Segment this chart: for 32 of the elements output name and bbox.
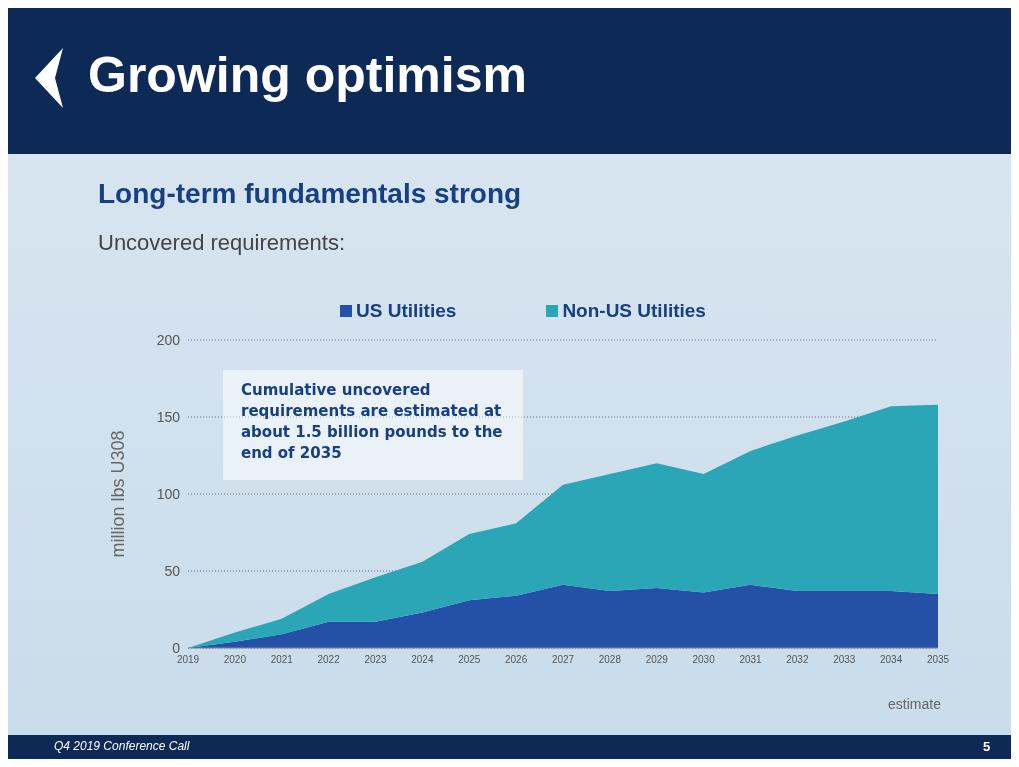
- legend-label: US Utilities: [355, 300, 457, 322]
- x-tick-label: 2024: [411, 654, 434, 666]
- chart-title: Growing optimism: [88, 46, 527, 104]
- text: estimate: [888, 696, 941, 712]
- text: Uncovered requirements:: [98, 230, 346, 256]
- x-tick-label: 2027: [551, 654, 575, 666]
- x-tick-label: 2029: [645, 654, 669, 666]
- x-tick-label: 2028: [598, 654, 622, 666]
- x-tick-label: 2023: [364, 654, 388, 666]
- x-tick-label: 2032: [786, 654, 809, 666]
- y-tick-label: 150: [156, 408, 181, 425]
- x-tick-label: 2022: [317, 654, 341, 666]
- x-tick-label: 2031: [739, 654, 763, 666]
- annotation: Cumulative uncovered requirements are estimated at about 1.5 billion pounds to the end of 2035: [240, 380, 504, 464]
- x-tick-label: 2030: [692, 654, 716, 666]
- y-axis-title: million lbs U308: [108, 430, 129, 558]
- x-tick-label: 2021: [270, 654, 294, 666]
- y-tick-label: 100: [156, 485, 181, 502]
- x-tick-label: 2034: [880, 654, 903, 666]
- x-tick-label: 2033: [833, 654, 856, 666]
- y-tick-label: 0: [172, 639, 181, 656]
- x-tick-label: 2035: [926, 654, 950, 666]
- x-tick-label: 2020: [223, 654, 247, 666]
- y-tick-label: 50: [164, 562, 181, 579]
- text: 5: [983, 739, 991, 754]
- legend-label: Non-US Utilities: [561, 300, 706, 322]
- x-tick-label: 2026: [505, 654, 528, 666]
- y-tick-label: 200: [156, 331, 181, 348]
- chart-subtitle: Long-term fundamentals strong: [98, 178, 522, 210]
- x-tick-label: 2019: [176, 654, 200, 666]
- text: Q4 2019 Conference Call: [54, 739, 190, 753]
- x-tick-label: 2025: [458, 654, 481, 666]
